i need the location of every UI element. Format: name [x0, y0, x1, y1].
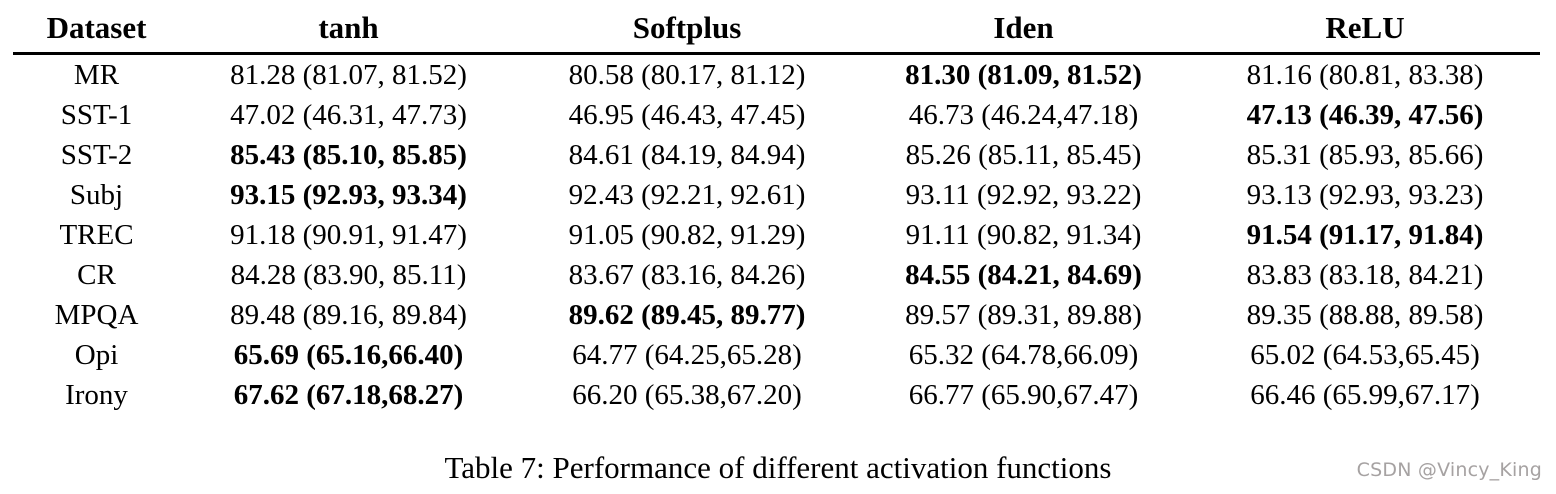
row-label: CR	[77, 258, 116, 291]
column-header-iden: Iden	[857, 4, 1190, 55]
table-cell: 92.43 (92.21, 92.61)	[568, 178, 806, 211]
table-cell: 81.16 (80.81, 83.38)	[1246, 58, 1484, 91]
table-row: MPQA 89.48 (89.16, 89.84) 89.62 (89.45, 89…	[13, 295, 1540, 335]
table-cell: 47.13 (46.39, 47.56)	[1246, 98, 1484, 131]
table-cell: 83.67 (83.16, 84.26)	[568, 258, 806, 291]
table-cell: 84.28 (83.90, 85.11)	[230, 258, 467, 291]
table-cell: 47.02 (46.31, 47.73)	[230, 98, 467, 131]
table-cell: 89.35 (88.88, 89.58)	[1246, 298, 1484, 331]
table-cell: 46.95 (46.43, 47.45)	[568, 98, 806, 131]
table-cell: 89.62 (89.45, 89.77)	[568, 298, 806, 331]
table-header: Dataset tanh Softplus Iden ReLU	[13, 4, 1540, 55]
table-cell: 64.77 (64.25,65.28)	[572, 338, 802, 371]
table-cell: 46.73 (46.24,47.18)	[908, 98, 1139, 131]
row-label: Subj	[69, 178, 124, 211]
table-row: CR 84.28 (83.90, 85.11) 83.67 (83.16, 84.2…	[13, 255, 1540, 295]
row-label: SST-2	[60, 138, 133, 171]
table-cell: 65.32 (64.78,66.09)	[908, 338, 1139, 371]
table-cell: 85.31 (85.93, 85.66)	[1246, 138, 1484, 171]
table-row: MR 81.28 (81.07, 81.52) 80.58 (80.17, 81.1…	[13, 54, 1540, 96]
table-cell: 89.57 (89.31, 89.88)	[905, 298, 1142, 331]
table-cell: 91.05 (90.82, 91.29)	[568, 218, 806, 251]
table-cell: 65.02 (64.53,65.45)	[1250, 338, 1480, 371]
table-cell: 80.58 (80.17, 81.12)	[568, 58, 806, 91]
row-label: SST-1	[60, 98, 133, 131]
table-cell: 66.46 (65.99,67.17)	[1250, 378, 1480, 411]
table-cell: 66.77 (65.90,67.47)	[908, 378, 1139, 411]
table-cell: 93.13 (92.93, 93.23)	[1246, 178, 1484, 211]
results-table-container: Dataset tanh Softplus Iden ReLU MR 81.28 …	[13, 4, 1540, 415]
table-cell: 83.83 (83.18, 84.21)	[1246, 258, 1484, 291]
table-cell: 66.20 (65.38,67.20)	[572, 378, 802, 411]
table-body: MR 81.28 (81.07, 81.52) 80.58 (80.17, 81.1…	[13, 54, 1540, 416]
row-label: MPQA	[54, 298, 139, 331]
table-cell: 67.62 (67.18,68.27)	[233, 378, 464, 411]
table-cell: 81.30 (81.09, 81.52)	[905, 58, 1142, 91]
table-cell: 89.48 (89.16, 89.84)	[230, 298, 467, 331]
table-cell: 93.15 (92.93, 93.34)	[230, 178, 467, 211]
table-cell: 93.11 (92.92, 93.22)	[905, 178, 1142, 211]
table-cell: 84.61 (84.19, 84.94)	[568, 138, 806, 171]
results-table: Dataset tanh Softplus Iden ReLU MR 81.28 …	[13, 4, 1540, 415]
row-label: Opi	[74, 338, 119, 371]
table-caption: Table 7: Performance of different activa…	[444, 450, 1112, 485]
table-row: SST-2 85.43 (85.10, 85.85) 84.61 (84.19, 8…	[13, 135, 1540, 175]
table-row: Subj 93.15 (92.93, 93.34) 92.43 (92.21, 92…	[13, 175, 1540, 215]
header-row: Dataset tanh Softplus Iden ReLU	[13, 4, 1540, 55]
table-cell: 81.28 (81.07, 81.52)	[230, 58, 467, 91]
watermark: CSDN @Vincy_King	[1356, 459, 1542, 481]
table-cell: 85.43 (85.10, 85.85)	[230, 138, 467, 171]
table-cell: 65.69 (65.16,66.40)	[233, 338, 464, 371]
table-row: TREC 91.18 (90.91, 91.47) 91.05 (90.82, 91…	[13, 215, 1540, 255]
column-header-softplus: Softplus	[517, 4, 857, 55]
table-row: Irony 67.62 (67.18,68.27) 66.20 (65.38,67.…	[13, 375, 1540, 415]
row-label: Irony	[65, 378, 128, 411]
row-label: TREC	[59, 218, 134, 251]
row-label: MR	[73, 58, 120, 91]
table-cell: 85.26 (85.11, 85.45)	[905, 138, 1142, 171]
table-cell: 91.18 (90.91, 91.47)	[230, 218, 467, 251]
table-cell: 91.54 (91.17, 91.84)	[1246, 218, 1484, 251]
column-header-tanh: tanh	[180, 4, 517, 55]
column-header-dataset: Dataset	[13, 4, 180, 55]
column-header-relu: ReLU	[1190, 4, 1540, 55]
table-cell: 84.55 (84.21, 84.69)	[905, 258, 1142, 291]
table-cell: 91.11 (90.82, 91.34)	[905, 218, 1142, 251]
table-row: SST-1 47.02 (46.31, 47.73) 46.95 (46.43, 4…	[13, 95, 1540, 135]
table-row: Opi 65.69 (65.16,66.40) 64.77 (64.25,65.28…	[13, 335, 1540, 375]
